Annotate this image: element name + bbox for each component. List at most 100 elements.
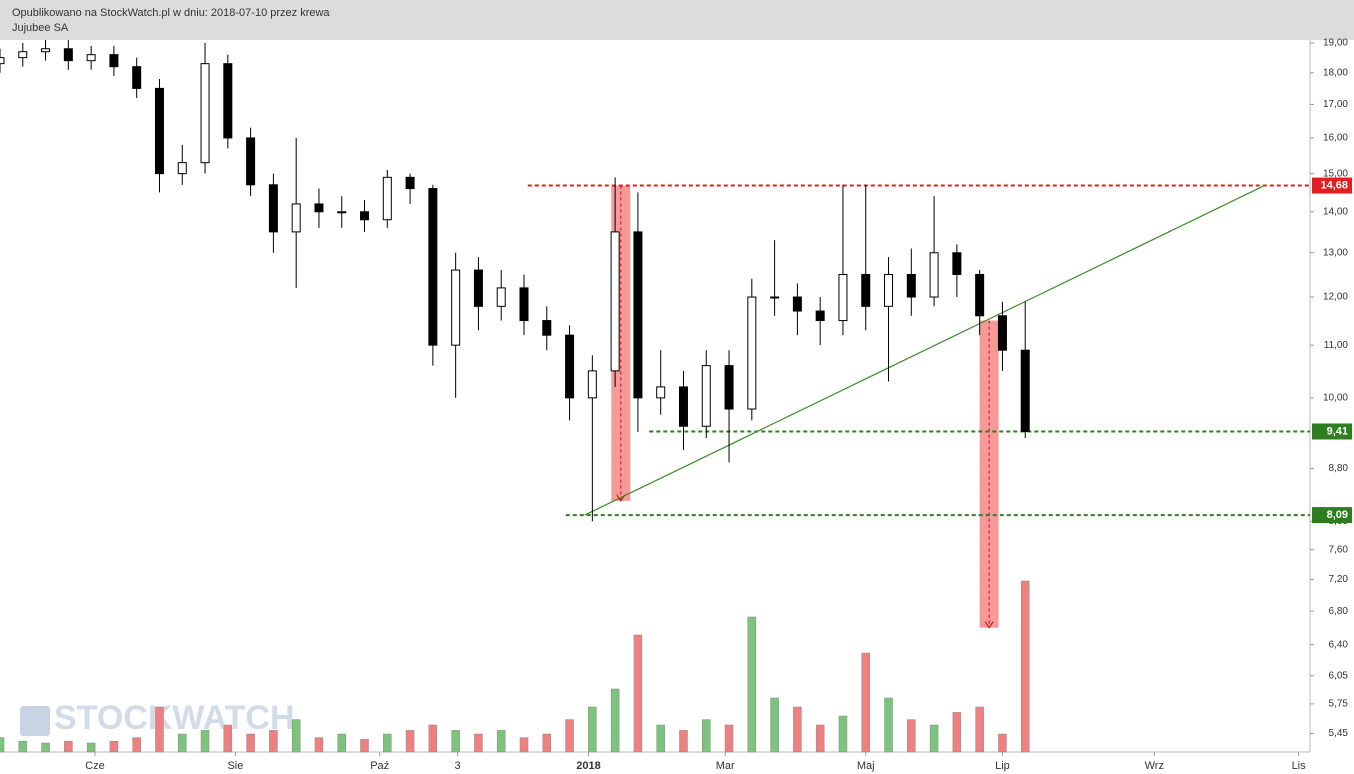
volume-bar — [633, 634, 643, 753]
x-tick-label: Wrz — [1145, 760, 1164, 772]
candle-body — [678, 386, 688, 427]
y-tick-label: 16,00 — [1323, 133, 1348, 144]
candle-body — [496, 287, 506, 307]
x-tick-label: Maj — [857, 760, 875, 772]
volume-bar — [246, 733, 255, 753]
trendline — [584, 185, 1265, 516]
x-tick-label: Paź — [370, 760, 389, 772]
volume-bar — [496, 730, 506, 753]
projection-box — [979, 320, 999, 628]
volume-bar — [223, 724, 233, 753]
volume-bar — [565, 719, 574, 753]
candle-body — [154, 87, 164, 175]
candle-body — [724, 365, 734, 410]
volume-bar — [178, 733, 187, 753]
volume-bar — [838, 715, 848, 753]
volume-bar — [109, 740, 119, 753]
y-tick-label: 12,00 — [1323, 292, 1348, 303]
volume-bar — [815, 724, 825, 753]
volume-bar — [451, 730, 460, 753]
chart-subtitle: Jujubee SA — [12, 22, 69, 34]
level-tag — [1312, 507, 1352, 524]
y-tick-label: 18,00 — [1323, 67, 1348, 78]
x-tick-label: Sie — [227, 760, 243, 772]
volume-bar — [41, 742, 50, 753]
volume-bar — [747, 616, 757, 753]
volume-bar — [656, 724, 665, 753]
x-tick-label: 2018 — [576, 760, 600, 772]
volume-bar — [588, 706, 597, 753]
volume-bar — [428, 724, 438, 753]
candle-body — [906, 273, 916, 298]
y-tick-label: 19,00 — [1323, 38, 1348, 49]
y-tick-label: 11,00 — [1324, 340, 1349, 351]
volume-bar — [64, 740, 73, 753]
y-tick-label: 8,80 — [1329, 463, 1349, 474]
candle-body — [997, 315, 1007, 351]
volume-bar — [793, 706, 802, 753]
watermark-icon — [20, 706, 50, 736]
volume-bar — [929, 724, 939, 753]
y-tick-label: 17,00 — [1323, 99, 1348, 110]
candle-body — [451, 269, 461, 346]
level-tag — [1312, 177, 1352, 194]
candle-body — [1020, 349, 1030, 432]
candle-body — [360, 211, 370, 221]
volume-bar — [0, 737, 5, 753]
candle-body — [41, 48, 51, 53]
candle-body — [109, 54, 119, 68]
candle-body — [656, 386, 666, 399]
candle-body — [382, 176, 392, 221]
candle-body — [952, 252, 962, 275]
y-tick-label: 6,40 — [1329, 639, 1349, 650]
y-tick-label: 7,20 — [1329, 574, 1349, 585]
volume-bar — [975, 706, 984, 753]
volume-bar — [360, 739, 369, 753]
candle-body — [268, 184, 278, 233]
volume-bar — [18, 740, 28, 753]
volume-bar — [542, 733, 552, 753]
candle-body — [405, 176, 415, 190]
volume-bar — [269, 730, 278, 753]
volume-bar — [200, 730, 210, 753]
candle-body — [610, 231, 620, 372]
candle-body — [929, 252, 939, 298]
candle-body — [177, 162, 187, 175]
x-tick-label: Lis — [1292, 760, 1307, 772]
candle-body — [473, 269, 483, 307]
volume-bar — [907, 719, 916, 753]
y-tick-label: 14,00 — [1323, 206, 1348, 217]
x-tick-label: Mar — [716, 760, 735, 772]
y-tick-label: 6,05 — [1329, 670, 1349, 681]
candle-body — [223, 63, 233, 139]
y-tick-label: 10,00 — [1323, 392, 1348, 403]
volume-bar — [405, 730, 415, 753]
candle-body — [0, 57, 5, 65]
volume-bar — [519, 737, 529, 753]
chart-title: Opublikowano na StockWatch.pl w dniu: 20… — [12, 7, 330, 19]
candle-body — [132, 66, 142, 89]
volume-bar — [610, 688, 620, 753]
candle-body — [519, 287, 529, 322]
candle-body — [314, 203, 324, 213]
volume-bar — [861, 652, 870, 753]
candle-body — [63, 48, 73, 62]
volume-bar — [86, 742, 96, 753]
volume-bar — [474, 733, 483, 753]
y-tick-label: 5,45 — [1329, 728, 1349, 739]
volume-bar — [724, 724, 734, 753]
volume-bar — [383, 733, 392, 753]
candle-body — [747, 296, 757, 410]
candle-body — [884, 273, 894, 307]
candle-body — [200, 63, 210, 164]
candle-body — [701, 365, 711, 427]
candle-body — [770, 296, 780, 299]
x-tick-label: Cze — [85, 760, 105, 772]
x-tick-label: 3 — [454, 760, 460, 772]
candle-body — [428, 188, 438, 346]
projection-arrowhead — [984, 621, 994, 629]
candle-body — [246, 137, 256, 186]
volume-bar — [314, 737, 324, 753]
candle-body — [792, 296, 802, 312]
